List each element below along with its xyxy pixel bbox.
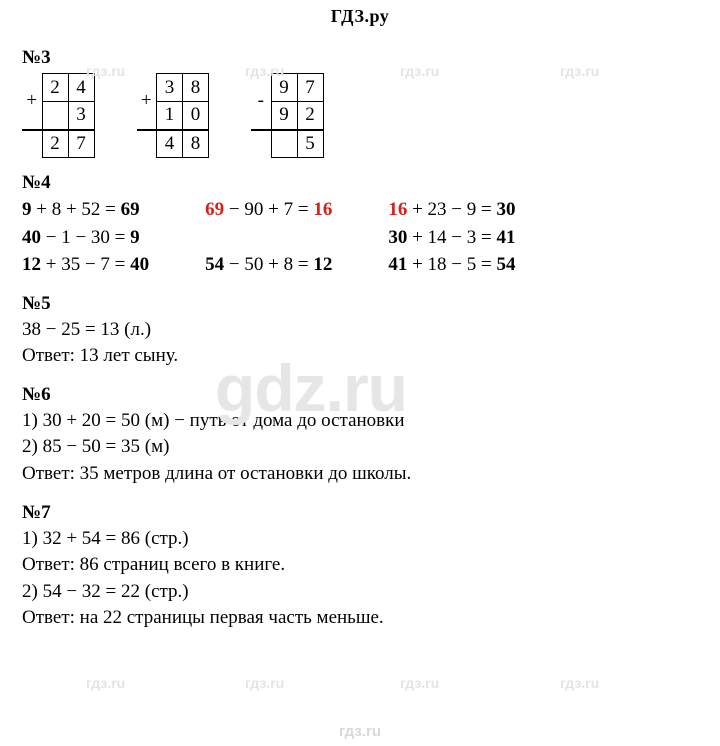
watermark-small: гдз.ru <box>86 675 125 691</box>
site-header: ГДЗ.ру <box>0 0 720 27</box>
task3-title: №3 <box>22 47 698 69</box>
equation-line: 9 + 8 + 52 = 69 <box>22 196 149 224</box>
task4-col2: 69 − 90 + 7 = 16 54 − 50 + 8 = 12 <box>205 196 332 279</box>
task5-title: №5 <box>22 293 698 315</box>
equation-line: 30 + 14 − 3 = 41 <box>388 224 515 252</box>
task4-grid: 9 + 8 + 52 = 6940 − 1 − 30 = 912 + 35 − … <box>22 196 698 279</box>
watermark-small: гдз.ru <box>245 675 284 691</box>
column-math: +24327 <box>22 73 95 158</box>
column-math: -97925 <box>251 73 324 158</box>
equation-line: 54 − 50 + 8 = 12 <box>205 251 332 279</box>
equation-line: 69 − 90 + 7 = 16 <box>205 196 332 224</box>
task3-problems: +24327 +381048 -97925 <box>22 73 698 158</box>
task6-line3: Ответ: 35 метров длина от остановки до ш… <box>22 461 698 488</box>
watermark-small: гдз.ru <box>400 675 439 691</box>
task4-title: №4 <box>22 172 698 194</box>
equation-line <box>205 224 332 252</box>
task6-line2: 2) 85 − 50 = 35 (м) <box>22 434 698 461</box>
task7-line4: Ответ: на 22 страницы первая часть меньш… <box>22 605 698 632</box>
page-content: №3 +24327 +381048 -97925 №4 9 + 8 + 52 = 6… <box>0 27 720 632</box>
task7-title: №7 <box>22 502 698 524</box>
task5-line2: Ответ: 13 лет сыну. <box>22 343 698 370</box>
watermark-small: гдз.ru <box>560 675 599 691</box>
equation-line: 41 + 18 − 5 = 54 <box>388 251 515 279</box>
task6-line1: 1) 30 + 20 = 50 (м) − путь от дома до ос… <box>22 408 698 435</box>
task7-line2: Ответ: 86 страниц всего в книге. <box>22 552 698 579</box>
watermark-footer: гдз.ru <box>0 723 720 740</box>
task4-col1: 9 + 8 + 52 = 6940 − 1 − 30 = 912 + 35 − … <box>22 196 149 279</box>
equation-line: 16 + 23 − 9 = 30 <box>388 196 515 224</box>
equation-line: 12 + 35 − 7 = 40 <box>22 251 149 279</box>
task7-line1: 1) 32 + 54 = 86 (стр.) <box>22 526 698 553</box>
task4-col3: 16 + 23 − 9 = 3030 + 14 − 3 = 4141 + 18 … <box>388 196 515 279</box>
task5-line1: 38 − 25 = 13 (л.) <box>22 317 698 344</box>
equation-line: 40 − 1 − 30 = 9 <box>22 224 149 252</box>
task6-title: №6 <box>22 384 698 406</box>
task7-line3: 2) 54 − 32 = 22 (стр.) <box>22 579 698 606</box>
column-math: +381048 <box>137 73 210 158</box>
